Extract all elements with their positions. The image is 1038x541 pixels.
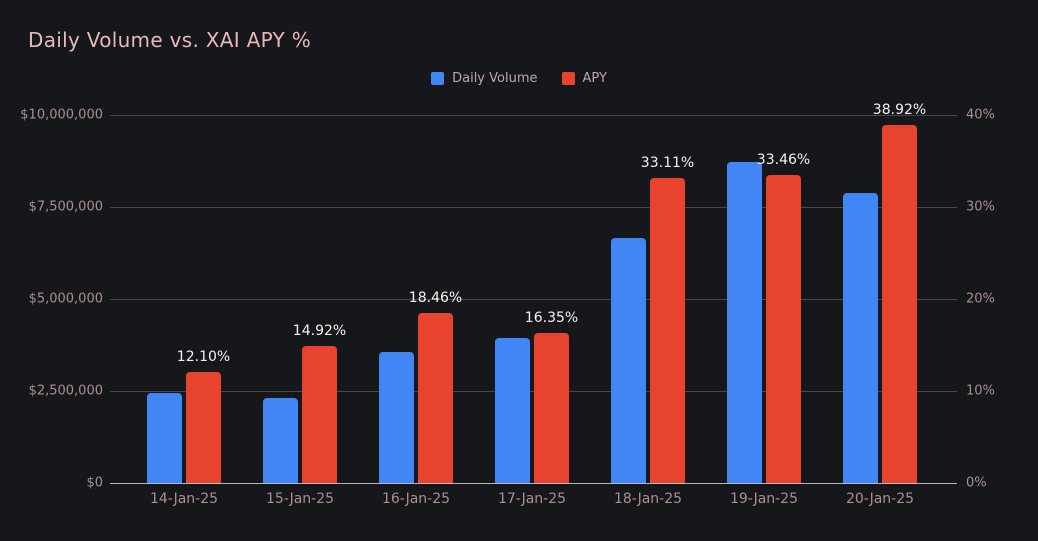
legend: Daily Volume APY xyxy=(0,71,1038,86)
bar-apy[interactable] xyxy=(186,371,221,483)
left-axis-tick-label: $5,000,000 xyxy=(28,291,103,307)
bar-daily-volume[interactable] xyxy=(727,162,762,483)
apy-data-label: 38.92% xyxy=(872,101,927,118)
x-axis-category-label: 20-Jan-25 xyxy=(845,491,915,507)
bar-daily-volume[interactable] xyxy=(379,351,414,483)
apy-data-label: 16.35% xyxy=(524,309,579,326)
right-axis-tick-label: 0% xyxy=(966,475,987,491)
left-axis-tick-label: $7,500,000 xyxy=(28,199,103,215)
apy-data-label: 33.11% xyxy=(640,155,695,172)
apy-data-label: 33.46% xyxy=(756,152,811,169)
gridline xyxy=(110,115,957,116)
x-axis-category-label: 17-Jan-25 xyxy=(497,491,567,507)
right-axis-tick-label: 40% xyxy=(966,107,995,123)
legend-swatch-daily-volume-icon xyxy=(431,72,445,85)
left-axis-tick-label: $2,500,000 xyxy=(28,383,103,399)
apy-data-label: 14.92% xyxy=(292,322,347,339)
legend-label-apy: APY xyxy=(582,71,607,86)
gridline xyxy=(110,207,957,208)
left-axis-tick-label: $10,000,000 xyxy=(20,107,103,123)
bar-apy[interactable] xyxy=(302,345,337,483)
bar-daily-volume[interactable] xyxy=(843,192,878,483)
x-axis-category-label: 16-Jan-25 xyxy=(381,491,451,507)
gridline xyxy=(110,391,957,392)
legend-item-daily-volume[interactable]: Daily Volume xyxy=(431,71,538,86)
x-axis-category-label: 19-Jan-25 xyxy=(729,491,799,507)
apy-data-label: 12.10% xyxy=(176,348,231,365)
apy-data-label: 18.46% xyxy=(408,290,463,307)
x-axis-category-label: 15-Jan-25 xyxy=(265,491,335,507)
bar-apy[interactable] xyxy=(766,175,801,483)
right-axis-tick-label: 30% xyxy=(966,199,995,215)
right-axis-tick-label: 20% xyxy=(966,291,995,307)
bar-daily-volume[interactable] xyxy=(495,338,530,483)
bar-apy[interactable] xyxy=(650,178,685,483)
gridline xyxy=(110,299,957,300)
x-axis-line xyxy=(110,483,957,484)
x-axis-category-label: 14-Jan-25 xyxy=(149,491,219,507)
left-axis-tick-label: $0 xyxy=(86,475,103,491)
bar-apy[interactable] xyxy=(882,124,917,483)
bar-apy[interactable] xyxy=(418,313,453,483)
legend-label-daily-volume: Daily Volume xyxy=(452,71,538,86)
bar-daily-volume[interactable] xyxy=(263,397,298,483)
chart-title: Daily Volume vs. XAI APY % xyxy=(28,28,311,52)
legend-item-apy[interactable]: APY xyxy=(561,71,607,86)
bar-daily-volume[interactable] xyxy=(147,392,182,483)
right-axis-tick-label: 10% xyxy=(966,383,995,399)
x-axis-category-label: 18-Jan-25 xyxy=(613,491,683,507)
legend-swatch-apy-icon xyxy=(561,72,575,85)
bar-apy[interactable] xyxy=(534,332,569,483)
bar-daily-volume[interactable] xyxy=(611,237,646,483)
